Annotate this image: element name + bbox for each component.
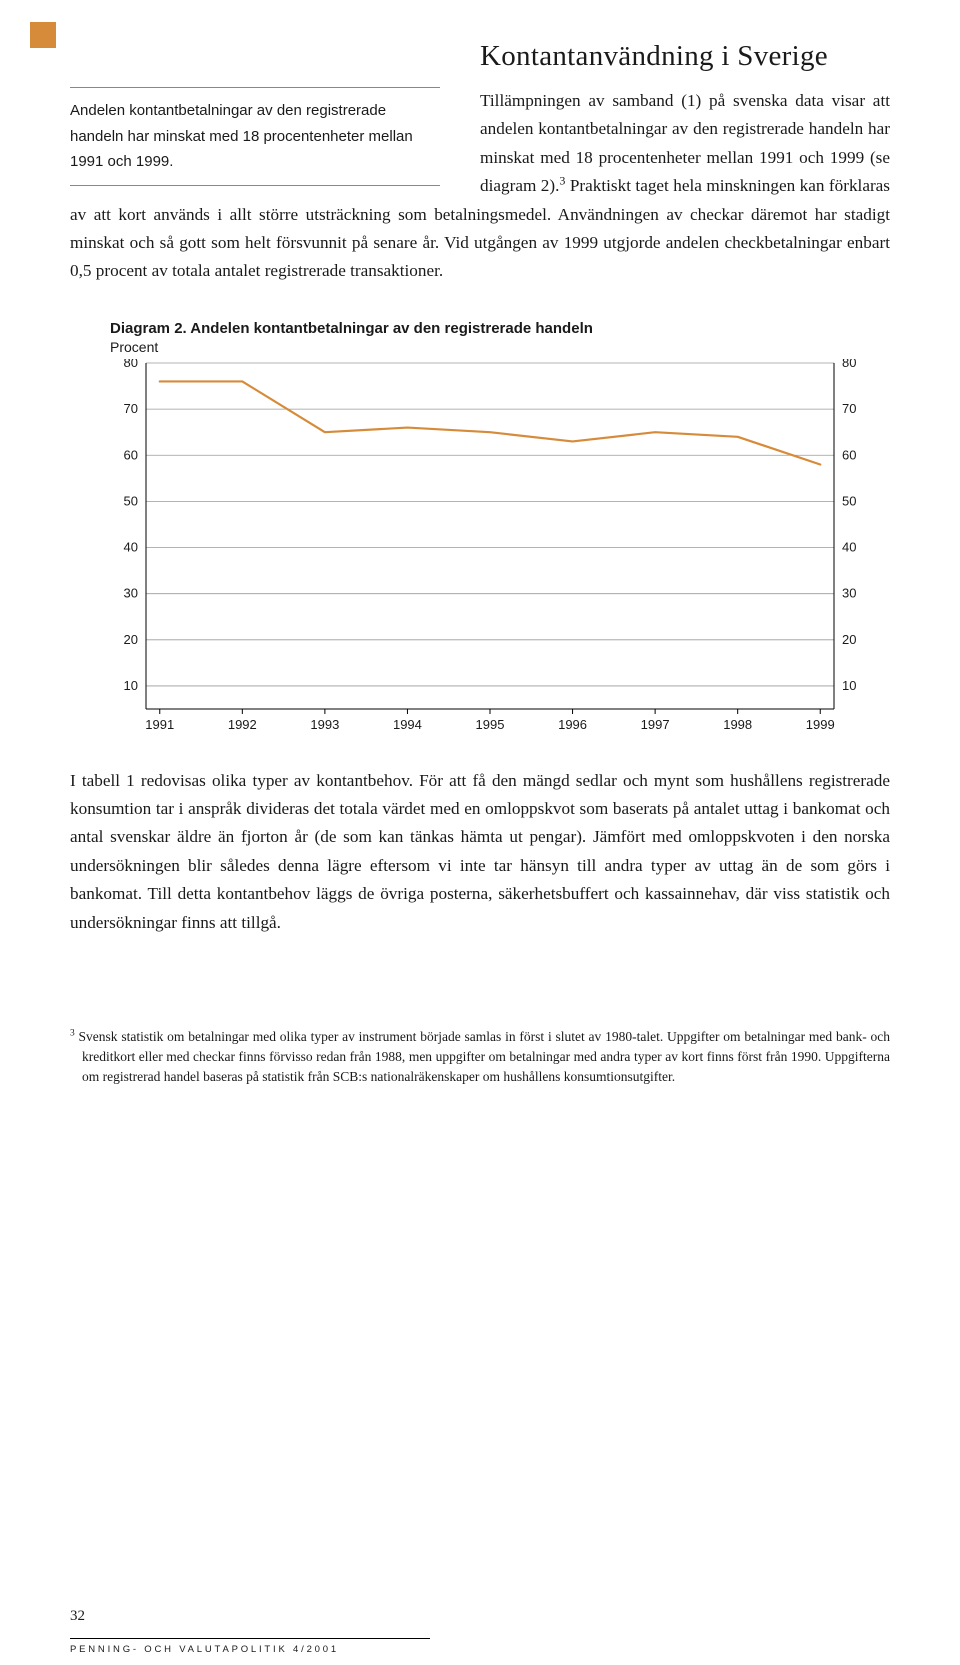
svg-text:80: 80 (842, 359, 856, 370)
svg-text:40: 40 (842, 539, 856, 554)
svg-text:60: 60 (842, 447, 856, 462)
page-number: 32 (70, 1608, 85, 1625)
svg-text:1995: 1995 (476, 717, 505, 732)
svg-text:70: 70 (124, 401, 138, 416)
chart-title: Diagram 2. Andelen kontantbetalningar av… (110, 320, 890, 337)
svg-text:1993: 1993 (310, 717, 339, 732)
footer-text: PENNING- OCH VALUTAPOLITIK 4/2001 (70, 1644, 339, 1655)
svg-text:20: 20 (124, 631, 138, 646)
svg-text:20: 20 (842, 631, 856, 646)
svg-text:70: 70 (842, 401, 856, 416)
chart-svg: 10 10 20 20 30 30 40 40 50 50 60 60 70 70 80 80 1991 1992… (110, 359, 870, 739)
svg-text:10: 10 (842, 678, 856, 693)
svg-text:10: 10 (124, 678, 138, 693)
svg-text:60: 60 (124, 447, 138, 462)
svg-text:1991: 1991 (145, 717, 174, 732)
svg-text:1998: 1998 (723, 717, 752, 732)
svg-text:1999: 1999 (806, 717, 835, 732)
diagram-2: Diagram 2. Andelen kontantbetalningar av… (110, 320, 890, 739)
svg-text:1994: 1994 (393, 717, 422, 732)
svg-text:1996: 1996 (558, 717, 587, 732)
margin-note: Andelen kontantbetalningar av den regist… (70, 87, 440, 186)
footer-rule (70, 1638, 430, 1639)
chart-subtitle: Procent (110, 339, 890, 355)
intro-block: Andelen kontantbetalningar av den regist… (70, 87, 890, 286)
svg-text:1997: 1997 (641, 717, 670, 732)
body-paragraph-2: I tabell 1 redovisas olika typer av kont… (70, 767, 890, 937)
accent-square (30, 22, 56, 48)
svg-text:30: 30 (842, 585, 856, 600)
svg-text:50: 50 (842, 493, 856, 508)
section-heading: Kontantanvändning i Sverige (70, 40, 890, 73)
svg-text:1992: 1992 (228, 717, 257, 732)
svg-text:80: 80 (124, 359, 138, 370)
svg-text:40: 40 (124, 539, 138, 554)
svg-text:30: 30 (124, 585, 138, 600)
svg-text:50: 50 (124, 493, 138, 508)
footnote-3: 3 Svensk statistik om betalningar med ol… (70, 1027, 890, 1088)
